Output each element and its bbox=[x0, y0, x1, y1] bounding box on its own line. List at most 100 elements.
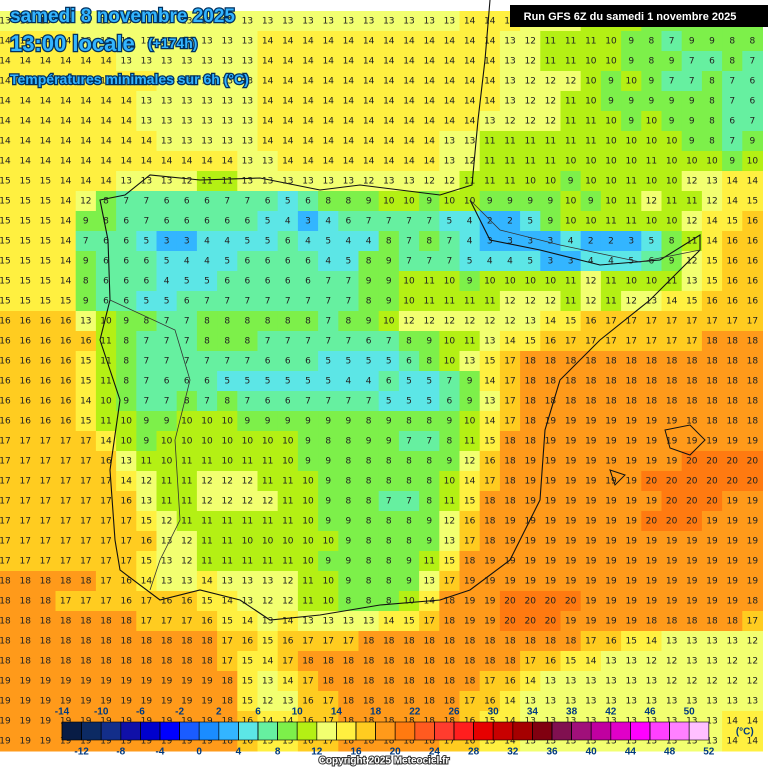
temp-value: 16 bbox=[0, 357, 11, 367]
temp-value: 14 bbox=[322, 57, 334, 67]
temp-value: 19 bbox=[141, 697, 153, 707]
temp-value: 17 bbox=[0, 437, 11, 447]
temp-value: 16 bbox=[141, 537, 153, 547]
temp-value: 14 bbox=[484, 377, 496, 387]
temp-cell bbox=[439, 391, 460, 412]
temp-cell bbox=[479, 391, 501, 412]
temp-value: 9 bbox=[285, 417, 291, 427]
temp-value: 9 bbox=[689, 37, 695, 47]
temp-cell bbox=[540, 151, 561, 172]
temp-value: 12 bbox=[484, 317, 495, 327]
colorbar-label: 0 bbox=[196, 747, 202, 758]
temp-cell bbox=[136, 331, 157, 352]
temp-cell bbox=[176, 31, 198, 52]
temp-cell bbox=[217, 11, 238, 32]
temp-cell bbox=[560, 31, 582, 52]
temp-value: 10 bbox=[605, 197, 617, 207]
temp-value: 17 bbox=[60, 497, 71, 507]
temp-cell bbox=[35, 191, 56, 212]
temp-value: 19 bbox=[201, 697, 213, 707]
temp-value: 13 bbox=[262, 17, 273, 27]
temp-value: 11 bbox=[565, 277, 576, 287]
temp-value: 4 bbox=[467, 217, 473, 227]
colorbar-bin bbox=[394, 721, 416, 741]
temp-cell bbox=[237, 451, 258, 472]
temp-value: 13 bbox=[242, 57, 253, 67]
temp-cell bbox=[0, 331, 16, 352]
temp-value: 10 bbox=[524, 177, 536, 187]
temp-value: 18 bbox=[484, 497, 496, 507]
temp-value: 18 bbox=[524, 377, 536, 387]
temp-value: 18 bbox=[646, 357, 658, 367]
temp-value: 13 bbox=[343, 177, 354, 187]
temp-value: 13 bbox=[120, 57, 131, 67]
colorbar-bin bbox=[238, 721, 259, 741]
temp-cell bbox=[95, 131, 117, 152]
temp-cell bbox=[297, 191, 319, 212]
temp-value: 16 bbox=[726, 297, 738, 307]
temp-cell bbox=[439, 291, 460, 312]
temp-value: 19 bbox=[504, 537, 516, 547]
temp-value: 14 bbox=[343, 117, 355, 127]
temp-value: 12 bbox=[524, 37, 535, 47]
temp-value: 16 bbox=[19, 357, 31, 367]
temp-value: 5 bbox=[447, 217, 453, 227]
temp-value: 11 bbox=[201, 457, 212, 467]
temp-value: 14 bbox=[464, 37, 476, 47]
temp-value: 10 bbox=[646, 217, 658, 227]
temp-value: 18 bbox=[605, 397, 617, 407]
temp-cell bbox=[580, 111, 602, 132]
temp-value: 17 bbox=[60, 517, 71, 527]
temp-cell bbox=[580, 331, 602, 352]
temp-value: 7 bbox=[245, 357, 251, 367]
temp-value: 7 bbox=[325, 277, 331, 287]
temp-value: 7 bbox=[386, 497, 392, 507]
temp-value: 6 bbox=[184, 197, 190, 207]
temp-value: 18 bbox=[423, 697, 435, 707]
temp-value: 4 bbox=[467, 237, 473, 247]
temp-value: 14 bbox=[343, 37, 355, 47]
temp-value: 16 bbox=[242, 637, 254, 647]
time: 13:00 locale bbox=[10, 31, 135, 56]
temp-value: 17 bbox=[444, 577, 455, 587]
temp-value: 14 bbox=[262, 117, 274, 127]
temp-cell bbox=[479, 111, 501, 132]
temp-value: 16 bbox=[40, 417, 52, 427]
temp-cell bbox=[35, 31, 56, 52]
temp-cell bbox=[398, 371, 420, 392]
temp-value: 18 bbox=[80, 617, 92, 627]
temp-value: 13 bbox=[201, 37, 212, 47]
temp-value: 19 bbox=[726, 517, 738, 527]
temp-cell bbox=[75, 391, 97, 412]
temp-cell bbox=[681, 351, 703, 372]
temp-value: 16 bbox=[0, 377, 11, 387]
temp-value: 17 bbox=[646, 317, 657, 327]
temp-value: 14 bbox=[343, 137, 355, 147]
temp-value: 11 bbox=[524, 157, 535, 167]
temp-value: 19 bbox=[585, 557, 597, 567]
temp-cell bbox=[378, 331, 400, 352]
temp-value: 18 bbox=[464, 677, 476, 687]
temp-value: 5 bbox=[245, 237, 251, 247]
temp-value: 11 bbox=[282, 517, 293, 527]
colorbar-label: -6 bbox=[136, 707, 145, 718]
temp-value: 18 bbox=[221, 677, 233, 687]
temp-cell bbox=[520, 51, 541, 72]
temp-value: 11 bbox=[242, 457, 253, 467]
temp-cell bbox=[378, 351, 400, 372]
temp-value: 18 bbox=[666, 617, 678, 627]
temp-value: 9 bbox=[83, 257, 89, 267]
temp-value: 18 bbox=[302, 657, 314, 667]
temp-value: 5 bbox=[386, 397, 392, 407]
temp-value: 17 bbox=[181, 617, 192, 627]
temp-value: 15 bbox=[747, 197, 758, 207]
temp-value: 13 bbox=[343, 617, 354, 627]
temp-cell bbox=[419, 371, 440, 392]
temp-value: 18 bbox=[444, 657, 456, 667]
temp-cell bbox=[439, 231, 460, 252]
temp-cell bbox=[661, 211, 683, 232]
temp-value: 14 bbox=[423, 37, 435, 47]
temp-cell bbox=[560, 51, 582, 72]
temp-value: 9 bbox=[265, 417, 271, 427]
temp-value: 14 bbox=[423, 97, 435, 107]
